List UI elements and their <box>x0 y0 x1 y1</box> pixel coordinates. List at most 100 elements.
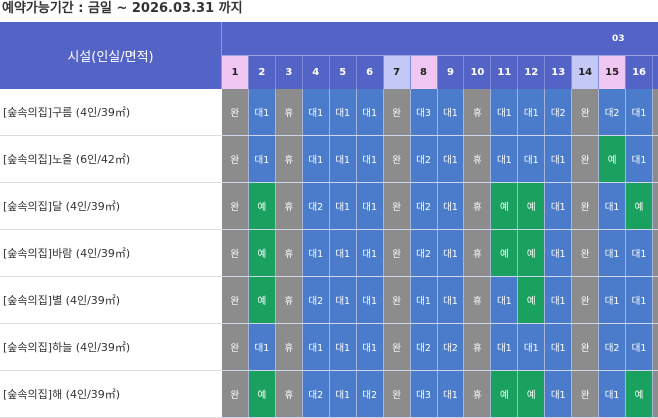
status-cell[interactable]: 예 <box>518 183 545 230</box>
facility-row: [숲속의집]달 (4인/39㎡)완예휴대2대1대1완대2대1휴예예대1완대1예휴 <box>0 183 658 230</box>
status-cell[interactable]: 예 <box>518 371 545 418</box>
day-header-7: 7 <box>383 56 410 90</box>
status-cell: 대1 <box>329 136 356 183</box>
month-header: 03 <box>222 22 658 56</box>
day-header-9: 9 <box>437 56 464 90</box>
status-cell: 휴 <box>653 277 658 324</box>
status-cell: 대1 <box>329 277 356 324</box>
status-cell: 대1 <box>599 277 626 324</box>
facility-name[interactable]: [숲속의집]바람 (4인/39㎡) <box>0 230 222 277</box>
facility-name[interactable]: [숲속의집]하늘 (4인/39㎡) <box>0 324 222 371</box>
status-cell: 대1 <box>545 183 572 230</box>
status-cell: 대1 <box>248 89 275 136</box>
status-cell[interactable]: 예 <box>518 230 545 277</box>
status-cell[interactable]: 예 <box>491 183 518 230</box>
status-cell: 완 <box>383 371 410 418</box>
status-cell: 대1 <box>356 136 383 183</box>
status-cell[interactable]: 예 <box>491 371 518 418</box>
status-cell: 완 <box>383 277 410 324</box>
status-cell: 대1 <box>329 183 356 230</box>
status-cell: 대1 <box>302 89 329 136</box>
status-cell: 대2 <box>410 230 437 277</box>
reservation-period-title: 예약가능기간 : 금일 ~ 2026.03.31 까지 <box>2 0 243 18</box>
status-cell: 대1 <box>545 230 572 277</box>
status-cell: 휴 <box>653 324 658 371</box>
facility-name[interactable]: [숲속의집]별 (4인/39㎡) <box>0 277 222 324</box>
status-cell: 대3 <box>410 371 437 418</box>
status-cell: 대1 <box>329 324 356 371</box>
status-cell: 휴 <box>275 230 302 277</box>
status-cell: 대1 <box>329 371 356 418</box>
status-cell: 완 <box>222 277 249 324</box>
facility-name[interactable]: [숲속의집]노을 (6인/42㎡) <box>0 136 222 183</box>
status-cell: 대2 <box>356 371 383 418</box>
status-cell: 대3 <box>410 89 437 136</box>
status-cell: 대1 <box>356 277 383 324</box>
status-cell: 완 <box>572 136 599 183</box>
header-row-month: 시설(인실/면적) 03 <box>0 22 658 56</box>
status-cell: 대1 <box>356 230 383 277</box>
status-cell[interactable]: 예 <box>626 183 653 230</box>
status-cell: 대2 <box>302 277 329 324</box>
status-cell: 대1 <box>491 89 518 136</box>
status-cell: 대2 <box>599 324 626 371</box>
status-cell: 완 <box>572 183 599 230</box>
status-cell: 대1 <box>329 89 356 136</box>
day-header-4: 4 <box>302 56 329 90</box>
status-cell: 완 <box>222 324 249 371</box>
status-cell: 대1 <box>356 183 383 230</box>
status-cell: 휴 <box>464 371 491 418</box>
status-cell: 휴 <box>653 371 658 418</box>
status-cell: 대1 <box>356 324 383 371</box>
status-cell[interactable]: 예 <box>248 230 275 277</box>
day-header-12: 12 <box>518 56 545 90</box>
status-cell[interactable]: 예 <box>599 136 626 183</box>
day-header-10: 10 <box>464 56 491 90</box>
status-cell: 대1 <box>437 230 464 277</box>
status-cell[interactable]: 예 <box>248 371 275 418</box>
status-cell: 완 <box>222 136 249 183</box>
status-cell: 대1 <box>518 89 545 136</box>
day-header-17: 17 <box>653 56 658 90</box>
status-cell: 대1 <box>248 324 275 371</box>
status-cell[interactable]: 예 <box>626 371 653 418</box>
status-cell: 대1 <box>545 136 572 183</box>
status-cell: 대1 <box>356 89 383 136</box>
status-cell: 대1 <box>545 371 572 418</box>
status-cell[interactable]: 예 <box>248 277 275 324</box>
status-cell: 휴 <box>275 371 302 418</box>
status-cell[interactable]: 예 <box>491 230 518 277</box>
status-cell: 휴 <box>464 89 491 136</box>
day-header-14: 14 <box>572 56 599 90</box>
status-cell: 완 <box>222 183 249 230</box>
status-cell: 대1 <box>437 277 464 324</box>
status-cell: 휴 <box>464 277 491 324</box>
status-cell: 휴 <box>653 89 658 136</box>
status-cell[interactable]: 예 <box>248 183 275 230</box>
facility-name[interactable]: [숲속의집]구름 (4인/39㎡) <box>0 89 222 136</box>
status-cell: 대1 <box>518 324 545 371</box>
facility-name[interactable]: [숲속의집]해 (4인/39㎡) <box>0 371 222 418</box>
status-cell: 대2 <box>410 136 437 183</box>
status-cell: 대1 <box>599 230 626 277</box>
status-cell: 완 <box>572 230 599 277</box>
status-cell: 완 <box>572 371 599 418</box>
status-cell: 대1 <box>302 230 329 277</box>
status-cell: 휴 <box>464 324 491 371</box>
status-cell: 대2 <box>410 324 437 371</box>
status-cell: 대1 <box>626 230 653 277</box>
facility-name[interactable]: [숲속의집]달 (4인/39㎡) <box>0 183 222 230</box>
status-cell: 완 <box>383 183 410 230</box>
status-cell: 완 <box>572 324 599 371</box>
day-header-3: 3 <box>275 56 302 90</box>
day-header-2: 2 <box>248 56 275 90</box>
status-cell[interactable]: 예 <box>518 277 545 324</box>
status-cell: 대2 <box>410 183 437 230</box>
status-cell: 완 <box>383 136 410 183</box>
status-cell: 대1 <box>491 136 518 183</box>
status-cell: 대1 <box>626 89 653 136</box>
